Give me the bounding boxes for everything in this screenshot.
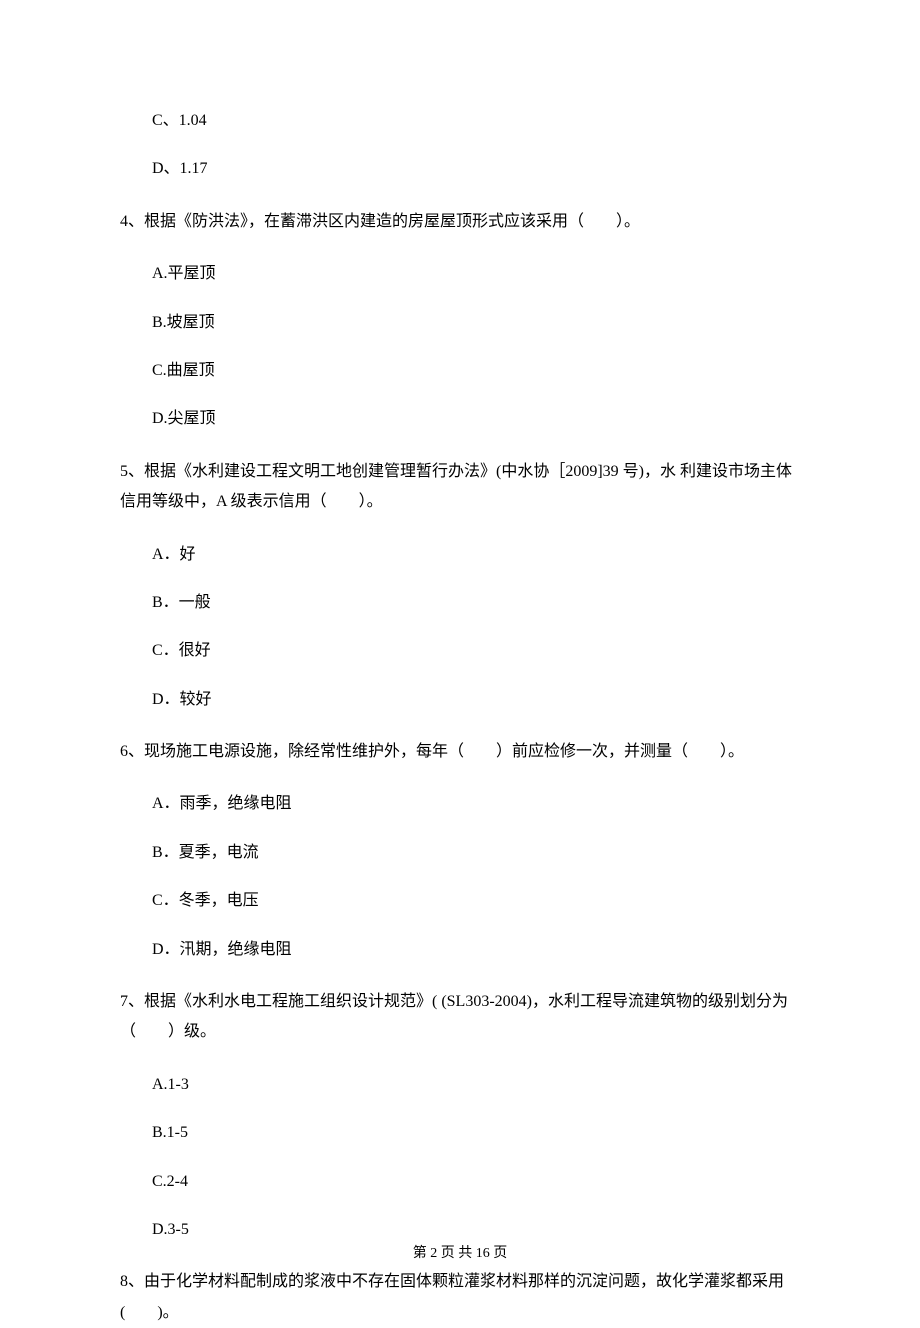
q5-option-b: B．一般 bbox=[152, 592, 800, 614]
q6-text: 6、现场施工电源设施，除经常性维护外，每年（ ）前应检修一次，并测量（ ）。 bbox=[120, 737, 800, 767]
q5-text: 5、根据《水利建设工程文明工地创建管理暂行办法》(中水协［2009]39 号)，… bbox=[120, 457, 800, 518]
q3-option-d: D、1.17 bbox=[152, 158, 800, 180]
q6-option-a: A．雨季，绝缘电阻 bbox=[152, 793, 800, 815]
q4-option-d: D.尖屋顶 bbox=[152, 408, 800, 430]
page-footer: 第 2 页 共 16 页 bbox=[0, 1242, 920, 1262]
q6-option-c: C．冬季，电压 bbox=[152, 890, 800, 912]
q6-option-b: B．夏季，电流 bbox=[152, 842, 800, 864]
q5-option-c: C．很好 bbox=[152, 640, 800, 662]
q7-option-a: A.1-3 bbox=[152, 1074, 800, 1096]
q5-option-a: A．好 bbox=[152, 544, 800, 566]
q7-text: 7、根据《水利水电工程施工组织设计规范》( (SL303-2004)，水利工程导… bbox=[120, 987, 800, 1048]
page-content: C、1.04 D、1.17 4、根据《防洪法》，在蓄滞洪区内建造的房屋屋顶形式应… bbox=[0, 0, 920, 1328]
q4-option-c: C.曲屋顶 bbox=[152, 360, 800, 382]
q7-option-b: B.1-5 bbox=[152, 1122, 800, 1144]
q4-option-b: B.坡屋顶 bbox=[152, 312, 800, 334]
q4-option-a: A.平屋顶 bbox=[152, 263, 800, 285]
q8-text: 8、由于化学材料配制成的浆液中不存在固体颗粒灌浆材料那样的沉淀问题，故化学灌浆都… bbox=[120, 1267, 800, 1328]
q7-option-d: D.3-5 bbox=[152, 1219, 800, 1241]
q4-text: 4、根据《防洪法》，在蓄滞洪区内建造的房屋屋顶形式应该采用（ ）。 bbox=[120, 207, 800, 237]
q6-option-d: D．汛期，绝缘电阻 bbox=[152, 939, 800, 961]
q5-option-d: D．较好 bbox=[152, 689, 800, 711]
q3-option-c: C、1.04 bbox=[152, 110, 800, 132]
q7-option-c: C.2-4 bbox=[152, 1171, 800, 1193]
